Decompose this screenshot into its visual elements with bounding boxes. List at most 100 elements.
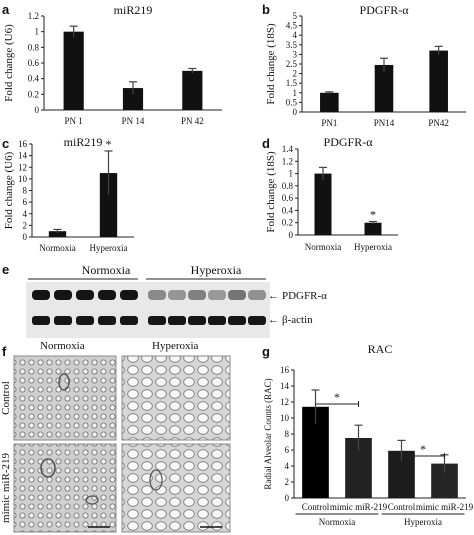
chart-g-ytick-label: 0	[285, 493, 290, 503]
chart-g-category-label: Control	[388, 502, 416, 512]
chart-a-bar	[122, 88, 144, 110]
chart-c-bar	[48, 231, 67, 237]
chart-a-ytick-label: 0.4	[28, 74, 40, 84]
panel-label-e: e	[2, 262, 10, 277]
chart-d-ytick-label: 0.4	[282, 205, 294, 215]
blot-band-pdgfra	[188, 290, 206, 300]
histo-col-normoxia: Normoxia	[40, 340, 85, 352]
chart-b-ytick-label: 0	[293, 107, 298, 117]
chart-c-ytick-label: 12	[18, 162, 27, 172]
chart-c-ytick-label: 10	[18, 174, 28, 184]
blot-band-actin	[168, 316, 186, 325]
chart-c-ylabel: Fold change (U6)	[3, 151, 15, 229]
chart-c-ytick-label: 14	[18, 151, 28, 161]
chart-b-ytick-label: 4	[293, 30, 298, 40]
histo-row-mimic: mimic miR-219	[0, 453, 12, 523]
blot-band-pdgfra	[54, 290, 72, 300]
chart-d-ytick-label: 1.2	[282, 156, 293, 166]
chart-g-category-label: Control	[302, 502, 330, 512]
chart-a-ytick-label: 0.8	[28, 42, 40, 52]
chart-a-bar	[182, 70, 203, 110]
chart-b-ylabel: Fold change (18S)	[265, 23, 277, 105]
blot-arrow-pdgfra: ←	[268, 290, 279, 302]
blot-arrow-actin: ←	[268, 314, 279, 326]
blot-band-pdgfra	[120, 290, 138, 300]
chart-c-bar	[99, 173, 118, 237]
chart-b-category-label: PN14	[374, 118, 395, 128]
chart-b-title: PDGFR-α	[360, 3, 410, 17]
chart-d-ytick-label: 1.4	[282, 144, 294, 154]
chart-g-title: RAC	[368, 342, 393, 356]
chart-g-significance: *	[420, 442, 426, 456]
chart-g-ytick-label: 14	[280, 381, 290, 391]
chart-a-title: miR219	[114, 3, 153, 17]
chart-g-ytick-label: 16	[280, 365, 290, 375]
chart-c-ytick-label: 0	[23, 232, 28, 242]
blot-group-hyperoxia: Hyperoxia	[191, 263, 242, 277]
blot-band-actin	[208, 316, 226, 325]
chart-c-ytick-label: 8	[23, 186, 28, 196]
chart-a-ytick-label: 0.2	[28, 89, 39, 99]
chart-g-ytick-label: 6	[285, 445, 290, 455]
chart-c-ytick-label: 4	[23, 209, 28, 219]
chart-b-ytick-label: 2	[293, 69, 298, 79]
histo-normoxia-mimic	[13, 443, 117, 533]
western-blot-panel: Normoxia Hyperoxia ← PDGFR-α ← β-actin	[18, 262, 348, 342]
chart-c-category-label: Normoxia	[39, 243, 76, 253]
chart-d-ylabel: Fold change (18S)	[265, 151, 277, 233]
chart-b-ytick-label: 0.5	[286, 97, 298, 107]
blot-band-pdgfra	[228, 290, 246, 300]
chart-b-bar	[320, 92, 339, 112]
chart-b-bar	[429, 50, 448, 112]
chart-d-bar	[364, 222, 382, 235]
chart-b-pdgfra-postnatal: PDGFR-α Fold change (18S) 00.511.522.533.5…	[265, 3, 466, 128]
chart-d-ytick-label: 0.6	[282, 193, 294, 203]
blot-band-actin	[188, 316, 206, 325]
chart-a-bar	[63, 31, 84, 111]
blot-band-pdgfra	[76, 290, 94, 300]
chart-c-significance: *	[106, 137, 112, 151]
chart-g-category-label: mimic miR-219	[330, 502, 388, 512]
western-blot-image: Normoxia Hyperoxia ← PDGFR-α ← β-actin	[26, 263, 327, 338]
chart-d-category-label: Hyperoxia	[354, 242, 392, 252]
histology-panel: Normoxia Hyperoxia Control mimic miR-219	[0, 340, 262, 535]
blot-group-normoxia: Normoxia	[82, 263, 131, 277]
blot-band-actin	[54, 316, 72, 325]
chart-d-ytick-label: 1	[289, 169, 294, 179]
blot-band-actin	[148, 316, 166, 325]
histology-images: Control mimic miR-219	[0, 355, 231, 533]
chart-d-significance: *	[370, 207, 376, 221]
chart-b-category-label: PN42	[428, 118, 449, 128]
histo-normoxia-control	[13, 355, 117, 441]
chart-a-ylabel: Fold change (U6)	[3, 24, 15, 102]
histo-col-hyperoxia: Hyperoxia	[152, 340, 199, 352]
chart-g-ytick-label: 8	[285, 429, 290, 439]
chart-c-ytick-label: 2	[23, 220, 28, 230]
blot-band-actin	[32, 316, 50, 325]
chart-g-ylabel: Radial Alveolar Counts (RAC)	[263, 378, 273, 489]
chart-g-ytick-label: 10	[280, 413, 290, 423]
chart-d-bar	[314, 173, 332, 235]
chart-b-ytick-label: 4.5	[286, 21, 298, 31]
chart-a-ytick-label: 0.6	[28, 58, 40, 68]
blot-band-pdgfra	[98, 290, 116, 300]
chart-d-ytick-label: 0.2	[282, 218, 293, 228]
chart-b-ytick-label: 2.5	[286, 59, 298, 69]
blot-band-actin	[248, 316, 266, 325]
chart-d-category-label: Normoxia	[305, 242, 342, 252]
chart-g-ytick-label: 4	[285, 461, 290, 471]
chart-b-ytick-label: 1	[293, 88, 298, 98]
blot-label-actin: β-actin	[282, 314, 313, 326]
panel-label-c: c	[2, 136, 10, 151]
chart-c-ytick-label: 16	[18, 139, 28, 149]
chart-c-title: miR219	[64, 135, 103, 149]
histo-hyperoxia-mimic	[121, 443, 231, 533]
blot-band-actin	[76, 316, 94, 325]
chart-b-ytick-label: 5	[293, 11, 298, 21]
blot-band-actin	[120, 316, 138, 325]
chart-a-category-label: PN 14	[122, 116, 145, 126]
panel-label-d: d	[262, 136, 270, 151]
blot-band-actin	[98, 316, 116, 325]
blot-band-pdgfra	[208, 290, 226, 300]
blot-band-pdgfra	[32, 290, 50, 300]
